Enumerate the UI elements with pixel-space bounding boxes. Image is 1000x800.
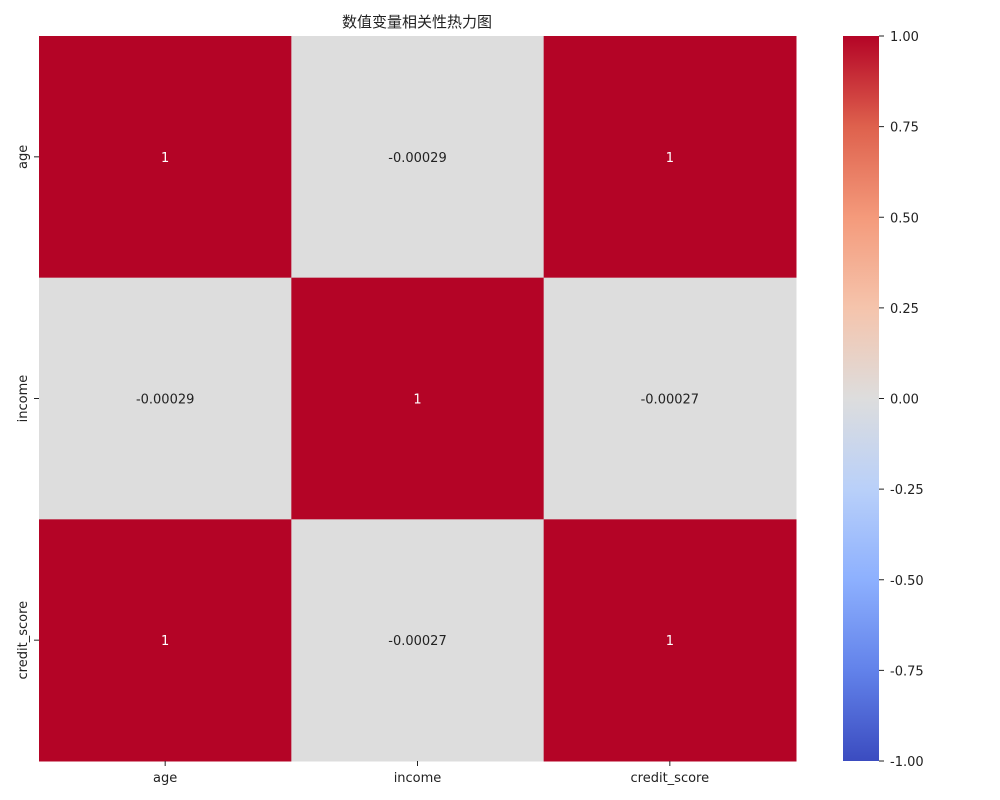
heatmap-cell: [291, 277, 545, 520]
heatmap-cell: [543, 36, 797, 279]
cell-value-label: -0.00027: [641, 393, 699, 408]
cell-value-label: -0.00029: [388, 151, 446, 166]
colorbar-tick-label: 0.00: [890, 393, 919, 408]
cell-value-label: -0.00027: [388, 634, 446, 649]
cell-value-label: 1: [161, 634, 169, 649]
x-tick-label: credit_score: [631, 771, 710, 786]
colorbar: [843, 36, 879, 761]
heatmap-cell: [543, 277, 797, 520]
heatmap-cell: [543, 519, 797, 762]
colorbar-tick-label: 1.00: [890, 30, 919, 45]
heatmap-cell: [39, 36, 292, 279]
colorbar-tick-label: -0.75: [890, 664, 924, 679]
cell-value-label: 1: [666, 151, 674, 166]
y-tick-label: credit_score: [16, 601, 31, 680]
colorbar-tick-label: -1.00: [890, 755, 924, 770]
heatmap-cells: 1 -0.00029 1 -0.00029 1 -0.00027 1 -0.00027 1: [39, 36, 797, 762]
cell-value-label: 1: [413, 393, 421, 408]
colorbar-tick-label: 0.75: [890, 121, 919, 136]
x-tick-label: age: [153, 771, 177, 786]
heatmap-cell: [39, 519, 292, 762]
heatmap-cell: [291, 36, 545, 279]
y-tick-label: age: [16, 145, 31, 169]
chart-title: 数值变量相关性热力图: [342, 13, 492, 31]
x-axis: age income credit_score: [153, 761, 709, 786]
cell-value-label: -0.00029: [136, 393, 194, 408]
cell-value-label: 1: [161, 151, 169, 166]
colorbar-axis: 1.00 0.75 0.50 0.25 0.00 -0.25 -0.50 -0.75 -1.00: [879, 30, 924, 770]
colorbar-tick-label: 0.25: [890, 302, 919, 317]
colorbar-tick-label: -0.25: [890, 483, 924, 498]
cell-value-label: 1: [666, 634, 674, 649]
y-axis: age income credit_score: [16, 145, 39, 680]
y-tick-label: income: [16, 375, 31, 423]
colorbar-tick-label: -0.50: [890, 574, 924, 589]
heatmap-cell: [39, 277, 292, 520]
heatmap-cell: [291, 519, 545, 762]
colorbar-tick-label: 0.50: [890, 211, 919, 226]
x-tick-label: income: [394, 771, 442, 786]
